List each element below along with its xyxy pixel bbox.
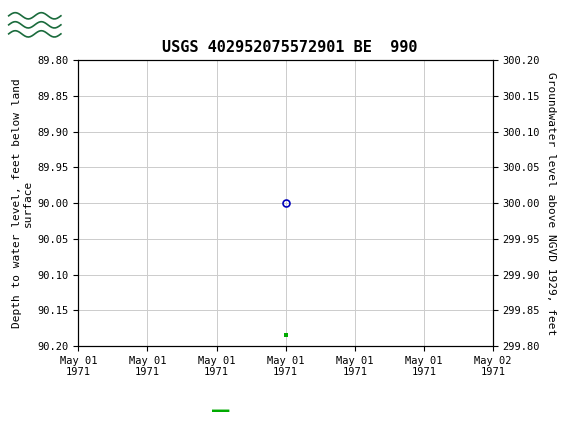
Y-axis label: Groundwater level above NGVD 1929, feet: Groundwater level above NGVD 1929, feet [546, 71, 556, 335]
Text: USGS: USGS [72, 14, 128, 31]
Bar [6, 3, 64, 42]
Text: —: — [211, 401, 230, 420]
Text: USGS 402952075572901 BE  990: USGS 402952075572901 BE 990 [162, 40, 418, 55]
Y-axis label: Depth to water level, feet below land
surface: Depth to water level, feet below land su… [12, 78, 33, 328]
